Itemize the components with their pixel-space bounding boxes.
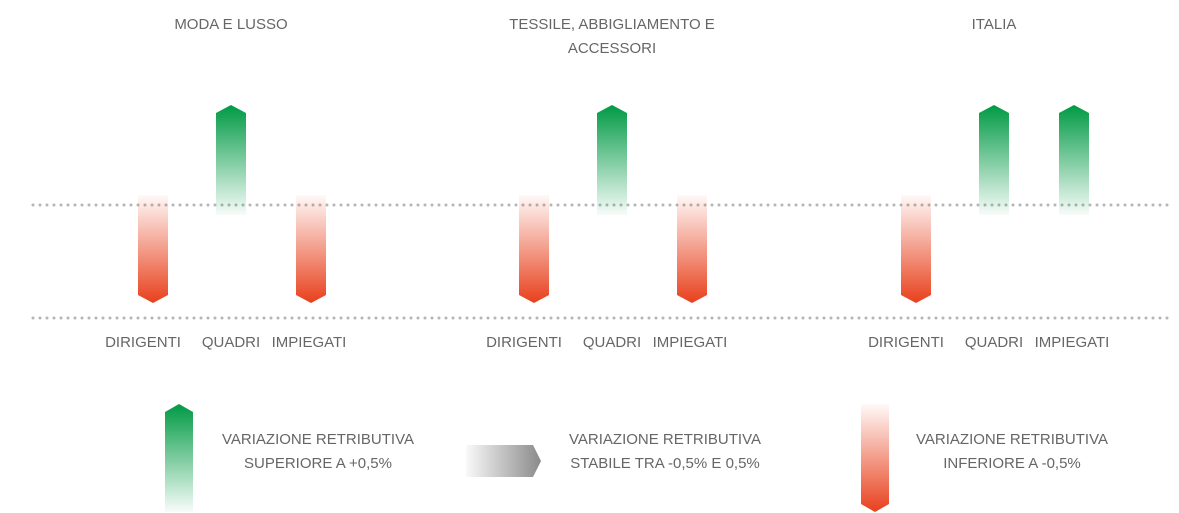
category-label: QUADRI xyxy=(202,334,260,351)
legend-label: INFERIORE A -0,5% xyxy=(943,455,1081,472)
trend-arrow xyxy=(216,105,246,215)
category-label: DIRIGENTI xyxy=(486,334,562,351)
category-label: IMPIEGATI xyxy=(653,334,728,351)
legend-arrow xyxy=(466,445,541,477)
trend-arrow xyxy=(138,195,168,303)
legend-arrow xyxy=(861,404,889,512)
legend-label: SUPERIORE A +0,5% xyxy=(244,455,392,472)
legend-arrow xyxy=(165,404,193,512)
group-title: MODA E LUSSO xyxy=(174,16,287,33)
group-title: ITALIA xyxy=(972,16,1017,33)
trend-arrow xyxy=(677,195,707,303)
legend-label: STABILE TRA -0,5% E 0,5% xyxy=(570,455,760,472)
category-label: IMPIEGATI xyxy=(272,334,347,351)
category-label: IMPIEGATI xyxy=(1035,334,1110,351)
legend-label: VARIAZIONE RETRIBUTIVA xyxy=(916,431,1108,448)
category-label: QUADRI xyxy=(965,334,1023,351)
trend-arrow xyxy=(979,105,1009,215)
legend-label: VARIAZIONE RETRIBUTIVA xyxy=(569,431,761,448)
category-label: QUADRI xyxy=(583,334,641,351)
trend-arrow xyxy=(901,195,931,303)
group-title: ACCESSORI xyxy=(568,40,656,57)
trend-arrow xyxy=(296,195,326,303)
category-label: DIRIGENTI xyxy=(868,334,944,351)
trend-arrow xyxy=(597,105,627,215)
trend-arrow xyxy=(519,195,549,303)
trend-arrow xyxy=(1059,105,1089,215)
legend-label: VARIAZIONE RETRIBUTIVA xyxy=(222,431,414,448)
category-label: DIRIGENTI xyxy=(105,334,181,351)
group-title: TESSILE, ABBIGLIAMENTO E xyxy=(509,16,715,33)
